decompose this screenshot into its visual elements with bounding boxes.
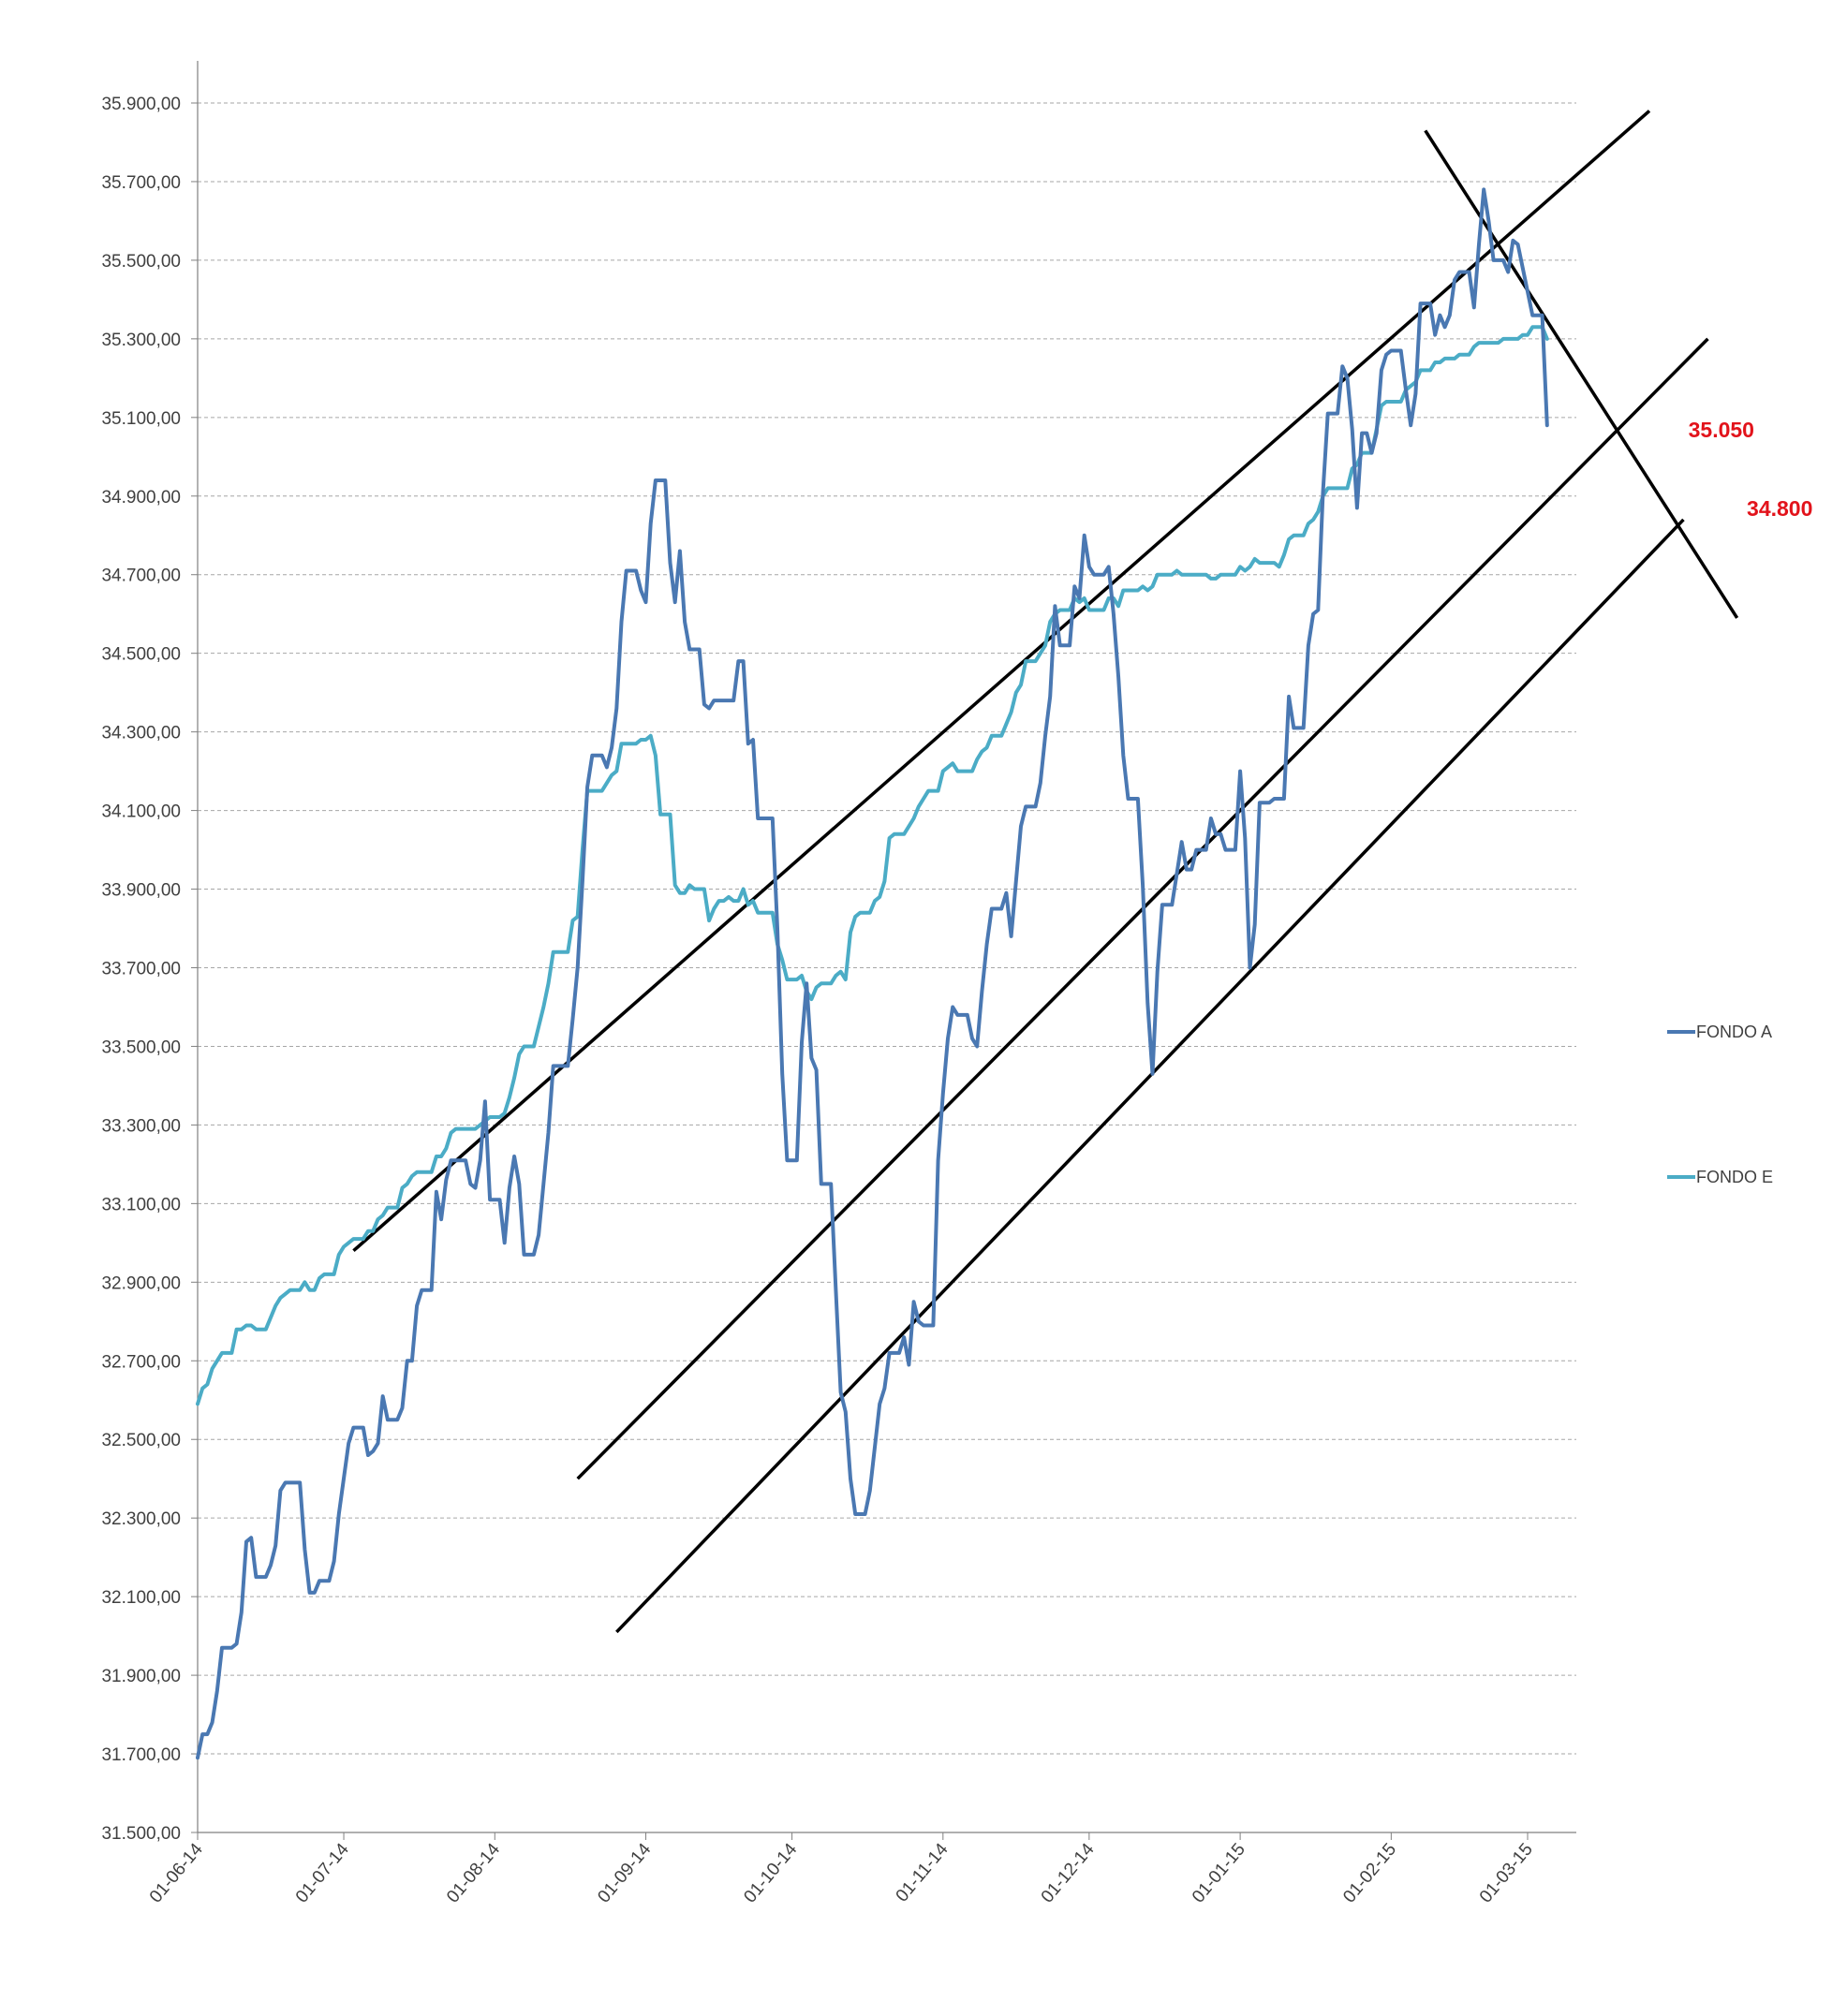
x-tick-label: 01-12-14 (1038, 1839, 1099, 1906)
axes: 31.500,00 31.700,00 31.900,00 32.100,00 32.3… (101, 61, 1576, 1906)
x-tick-label: 01-03-15 (1476, 1840, 1537, 1907)
x-tick-label: 01-11-14 (893, 1839, 953, 1906)
y-tick-label: 34.300,00 (101, 724, 181, 743)
series-line-fondo-a (196, 187, 1549, 1760)
legend: FONDO A FONDO E (1667, 1023, 1773, 1186)
y-tick-label: 32.100,00 (101, 1588, 181, 1608)
y-tick-label: 33.500,00 (101, 1037, 181, 1057)
x-tick-label: 01-10-14 (740, 1839, 801, 1906)
x-tick-label: 01-09-14 (594, 1839, 655, 1906)
y-tick-label: 35.700,00 (101, 173, 181, 193)
y-tick-label: 33.700,00 (101, 960, 181, 979)
y-tick-label: 35.900,00 (101, 95, 181, 114)
y-tick-label: 34.100,00 (101, 802, 181, 822)
y-tick-label: 32.700,00 (101, 1352, 181, 1372)
y-tick-label: 35.300,00 (101, 331, 181, 350)
y-tick-label: 33.100,00 (101, 1195, 181, 1214)
x-tick-label: 01-01-15 (1189, 1840, 1249, 1907)
annotation-label: 34.800 (1747, 496, 1812, 521)
y-tick-label: 33.300,00 (101, 1116, 181, 1136)
x-tick-label: 01-06-14 (146, 1839, 207, 1906)
annotations: 35.050 34.800 (1689, 418, 1813, 521)
legend-label-fondo-e: FONDO E (1696, 1168, 1773, 1186)
gridlines (198, 102, 1576, 1755)
x-tick-label: 01-08-14 (443, 1839, 504, 1906)
trendline (1424, 129, 1739, 619)
y-tick-label: 34.700,00 (101, 567, 181, 586)
y-tick-label: 31.900,00 (101, 1667, 181, 1686)
trendline (615, 518, 1685, 1634)
legend-label-fondo-a: FONDO A (1696, 1023, 1772, 1041)
annotation-label: 35.050 (1689, 418, 1754, 442)
y-tick-label: 34.900,00 (101, 488, 181, 508)
series-lines (196, 187, 1549, 1760)
y-tick-label: 35.100,00 (101, 409, 181, 429)
y-tick-label: 32.300,00 (101, 1509, 181, 1529)
x-tick-label: 01-07-14 (292, 1839, 353, 1906)
y-tick-label: 32.900,00 (101, 1273, 181, 1293)
y-tick-label: 33.900,00 (101, 881, 181, 901)
y-tick-label: 32.500,00 (101, 1431, 181, 1450)
series-line-fondo-e (196, 325, 1549, 1406)
y-tick-label: 31.700,00 (101, 1745, 181, 1765)
y-tick-label: 31.500,00 (101, 1824, 181, 1844)
y-tick-label: 34.500,00 (101, 645, 181, 665)
x-tick-label: 01-02-15 (1339, 1840, 1400, 1907)
y-tick-label: 35.500,00 (101, 252, 181, 272)
